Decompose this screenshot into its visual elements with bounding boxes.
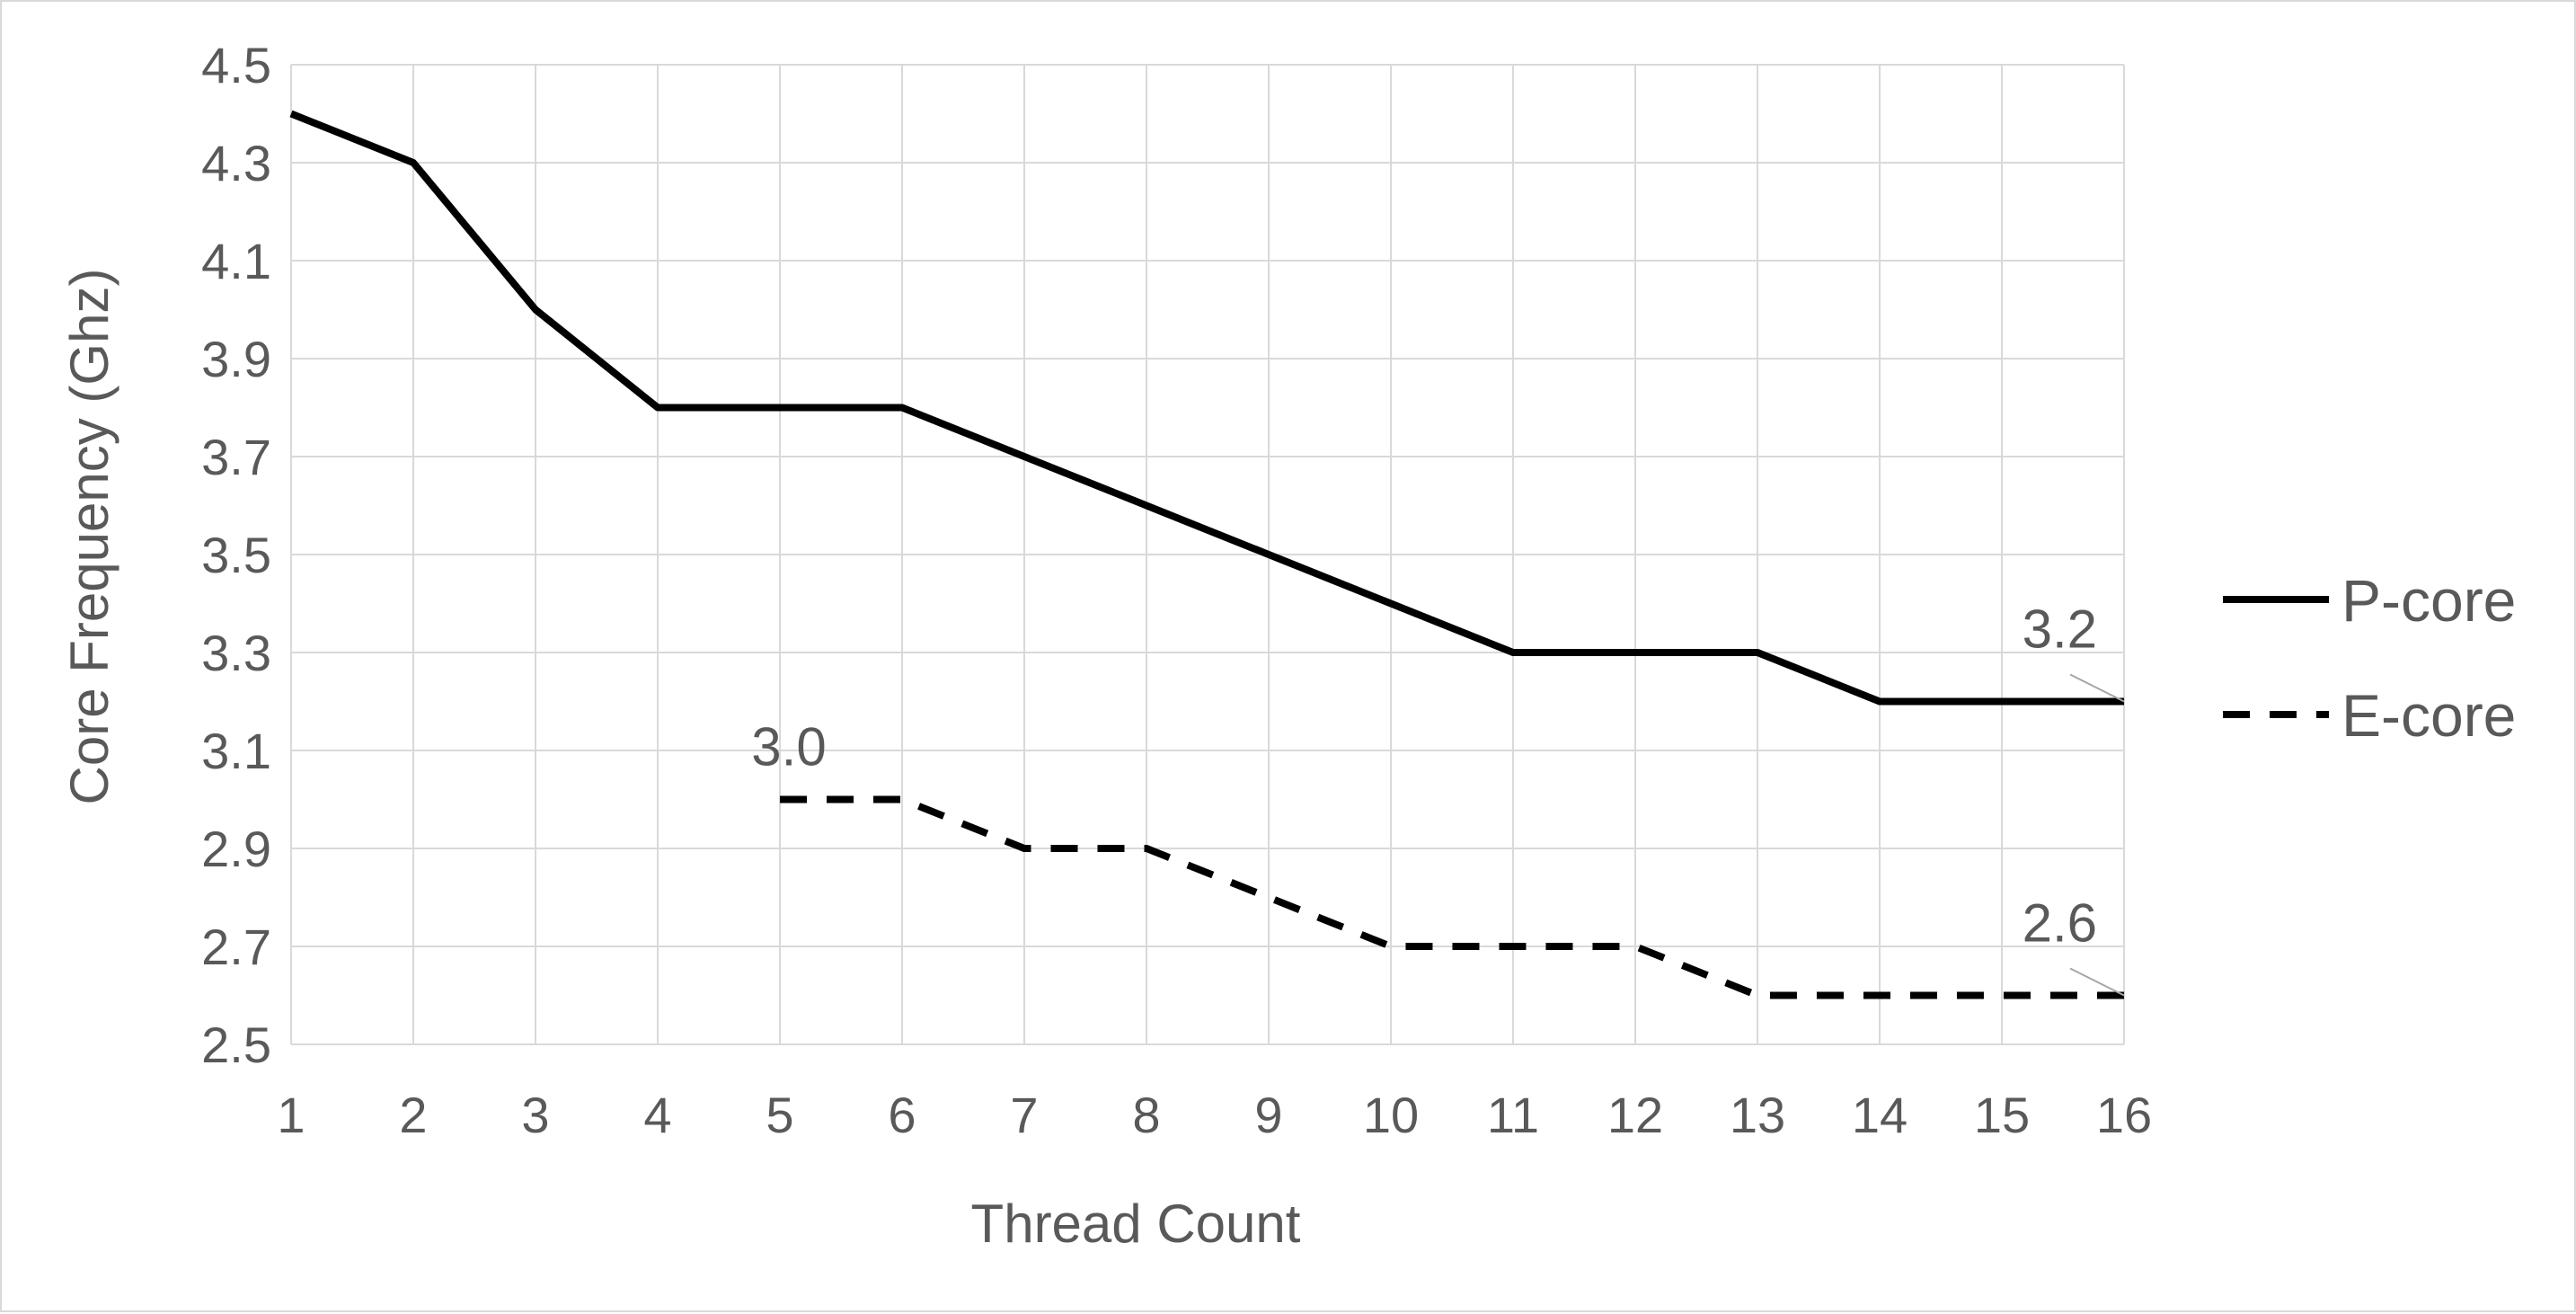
legend-label-p-core: P-core bbox=[2341, 567, 2516, 634]
data-label: 3.2 bbox=[2023, 599, 2097, 660]
x-tick-label: 2 bbox=[399, 1087, 427, 1143]
x-tick-label: 6 bbox=[888, 1087, 916, 1143]
legend-label-e-core: E-core bbox=[2341, 682, 2516, 749]
y-tick-label: 3.7 bbox=[201, 429, 271, 485]
y-tick-label: 4.5 bbox=[201, 37, 271, 93]
x-tick-label: 13 bbox=[1730, 1087, 1785, 1143]
x-tick-label: 8 bbox=[1132, 1087, 1160, 1143]
leader-line bbox=[2070, 969, 2124, 996]
y-tick-label: 4.1 bbox=[201, 233, 271, 289]
y-axis-title: Core Frequency (Ghz) bbox=[59, 269, 120, 805]
x-tick-label: 9 bbox=[1254, 1087, 1282, 1143]
y-tick-label: 3.5 bbox=[201, 527, 271, 583]
x-tick-label: 7 bbox=[1010, 1087, 1038, 1143]
y-tick-label: 3.9 bbox=[201, 331, 271, 387]
series-line-p-core bbox=[291, 114, 2124, 702]
x-tick-label: 4 bbox=[643, 1087, 671, 1143]
x-tick-label: 15 bbox=[1974, 1087, 2030, 1143]
gridlines bbox=[291, 65, 2124, 1044]
y-tick-label: 3.1 bbox=[201, 723, 271, 779]
y-tick-label: 2.7 bbox=[201, 919, 271, 975]
x-tick-label: 3 bbox=[521, 1087, 549, 1143]
x-tick-label: 14 bbox=[1852, 1087, 1908, 1143]
data-label: 2.6 bbox=[2023, 893, 2097, 954]
leader-line bbox=[2070, 675, 2124, 702]
x-axis-title: Thread Count bbox=[971, 1194, 1301, 1254]
y-tick-label: 2.5 bbox=[201, 1017, 271, 1073]
y-tick-label: 3.3 bbox=[201, 625, 271, 681]
data-labels: 3.2 3.0 2.6 bbox=[751, 599, 2124, 996]
y-tick-label: 2.9 bbox=[201, 821, 271, 877]
series-line-e-core bbox=[780, 800, 2124, 996]
data-label: 3.0 bbox=[751, 717, 826, 777]
x-tick-label: 1 bbox=[277, 1087, 305, 1143]
x-tick-label: 16 bbox=[2096, 1087, 2152, 1143]
x-tick-label: 12 bbox=[1607, 1087, 1663, 1143]
x-tick-label: 11 bbox=[1487, 1087, 1539, 1143]
x-tick-label: 10 bbox=[1363, 1087, 1419, 1143]
y-tick-label: 4.3 bbox=[201, 135, 271, 191]
legend: P-core E-core bbox=[2223, 567, 2516, 749]
x-tick-label: 5 bbox=[766, 1087, 793, 1143]
